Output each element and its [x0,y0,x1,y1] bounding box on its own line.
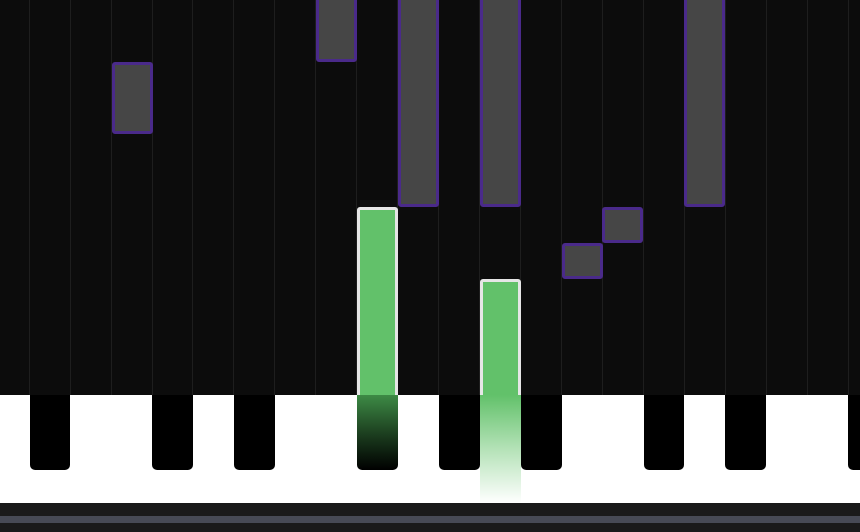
upcoming-note [562,243,603,279]
black-key-10[interactable] [848,395,860,470]
lane-divider [602,0,603,395]
black-key-6[interactable] [439,395,480,470]
upcoming-note [112,62,153,134]
lane-divider [192,0,193,395]
upcoming-note [316,0,357,62]
lane-divider [848,0,849,395]
black-key-1[interactable] [30,395,70,470]
white-key-6[interactable] [480,395,521,503]
lane-divider [766,0,767,395]
black-key-7[interactable] [521,395,562,470]
active-note [480,279,521,395]
lane-divider [561,0,562,395]
lane-divider [643,0,644,395]
piano-roll [29,0,849,395]
piano-keyboard [0,395,860,503]
black-key-8[interactable] [644,395,684,470]
lane-divider [479,0,480,395]
black-key-3[interactable] [234,395,275,470]
bottom-bar [0,503,860,532]
lane-divider [152,0,153,395]
lane-divider [29,0,30,395]
lane-divider [807,0,808,395]
upcoming-note [602,207,643,243]
black-key-2[interactable] [152,395,193,470]
lane-divider [233,0,234,395]
lane-divider [725,0,726,395]
upcoming-note [480,0,521,207]
lane-divider [315,0,316,395]
upcoming-note [684,0,725,207]
black-key-9[interactable] [725,395,766,470]
upcoming-note [398,0,439,207]
lane-divider [274,0,275,395]
lane-divider [111,0,112,395]
progress-track[interactable] [0,516,860,523]
black-key-5[interactable] [357,395,398,470]
lane-divider [70,0,71,395]
lane-divider [356,0,357,395]
active-note [357,207,398,395]
lane-divider [397,0,398,395]
